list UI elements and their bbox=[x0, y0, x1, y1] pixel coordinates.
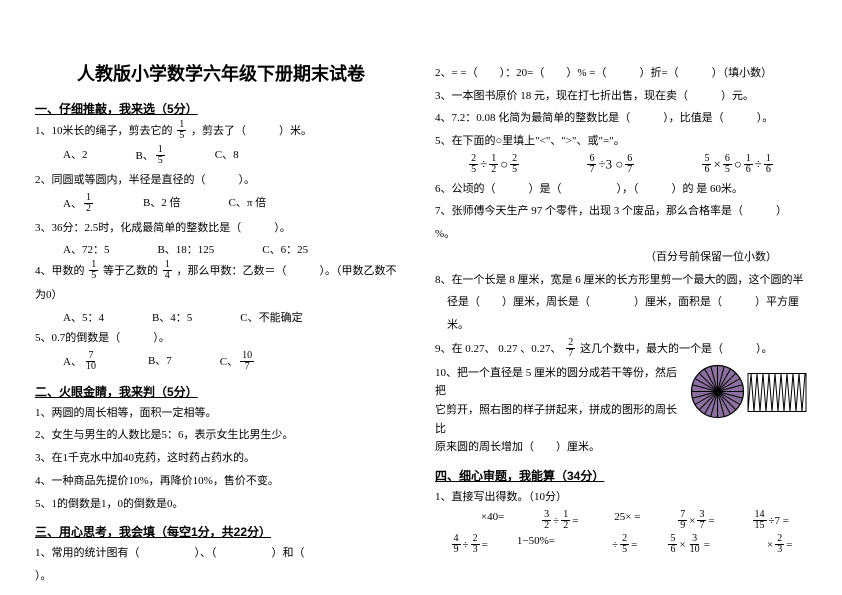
q3-opts: A、72：5 B、18：125 C、6：25 bbox=[35, 241, 407, 257]
calc-row-1: ×40= 32÷12= 25× = 79×37= 1415÷7 = bbox=[435, 511, 807, 532]
r8: 8、在一个长是 8 厘米，宽是 6 厘米的长方形里剪一个最大的圆，这个圆的半 bbox=[435, 271, 807, 290]
r7b: %。 bbox=[435, 225, 807, 244]
c2e: ×23= bbox=[739, 535, 792, 556]
frac-1-5b: 15 bbox=[89, 260, 98, 281]
q5-b: B、7 bbox=[148, 352, 172, 373]
q3: 3、36分：2.5时，化成最简单的整数比是（ ）。 bbox=[35, 219, 407, 238]
j5: 5、1的倒数是1，0的倒数是0。 bbox=[35, 495, 407, 514]
frac-1-5: 15 bbox=[177, 120, 186, 141]
expr-3: 56×65○16÷16 bbox=[700, 155, 774, 176]
circle-fan-icon bbox=[690, 364, 745, 419]
q4-a: 4、甲数的 bbox=[35, 265, 85, 277]
zigzag-shape bbox=[747, 370, 807, 415]
calc-row-2: 49÷23= 1−50%= ÷25= 56×310= ×23= bbox=[435, 535, 807, 556]
right-column: 2、= =（ ）：20=（ ）% =（ ）折=（ ）（填小数） 3、一本图书原价… bbox=[435, 60, 807, 575]
r4: 4、7.2：0.08 化简为最简单的整数比是（ ），比值是（ ）。 bbox=[435, 109, 807, 128]
section-4-head: 四、细心审题，我能算（34分） bbox=[435, 467, 807, 484]
exam-title: 人教版小学数学六年级下册期末试卷 bbox=[35, 60, 407, 86]
q1-a: A、2 bbox=[63, 146, 87, 167]
r8b: 径是（ ）厘米，周长是（ ）厘米，面积是（ ）平方厘 bbox=[435, 293, 807, 312]
frac-1-4: 14 bbox=[163, 260, 172, 281]
q1: 1、10米长的绳子，剪去它的 15 ，剪去了（ ）米。 bbox=[35, 121, 407, 142]
j2: 2、女生与男生的人数比是5：6，表示女生比男生少。 bbox=[35, 426, 407, 445]
q5-a: A、710 bbox=[63, 352, 100, 373]
r5: 5、在下面的○里填上"<"、">"、或"="。 bbox=[435, 132, 807, 151]
q4-c-opt: C、不能确定 bbox=[240, 309, 302, 325]
q4d: 为0） bbox=[35, 286, 407, 305]
q2-opts: A、12 B、2 倍 C、π 倍 bbox=[35, 194, 407, 215]
c2c: ÷25= bbox=[584, 535, 637, 556]
r3: 3、一本图书原价 18 元，现在打七折出售，现在卖（ ）元。 bbox=[435, 87, 807, 106]
f1: 1、常用的统计图有（ ）、（ ）和（ bbox=[35, 544, 407, 563]
r10c: 原来圆的周长增加（ ）厘米。 bbox=[435, 438, 807, 457]
r8c: 米。 bbox=[435, 316, 807, 335]
page-columns: 人教版小学数学六年级下册期末试卷 一、仔细推敲，我来选（5分） 1、10米长的绳… bbox=[35, 60, 807, 575]
j1: 1、两圆的周长相等，面积一定相等。 bbox=[35, 404, 407, 423]
expr-1: 25÷12○25 bbox=[467, 155, 521, 176]
c1a: ×40= bbox=[453, 511, 504, 532]
section-2-head: 二、火眼金睛，我来判（5分） bbox=[35, 383, 407, 400]
left-column: 人教版小学数学六年级下册期末试卷 一、仔细推敲，我来选（5分） 1、10米长的绳… bbox=[35, 60, 407, 575]
q1-b: B、15 bbox=[135, 146, 166, 167]
q1-text: 1、10米长的绳子，剪去它的 bbox=[35, 125, 173, 137]
r9b: 、0.27、 bbox=[520, 343, 561, 355]
q5-c: C、107 bbox=[220, 352, 256, 373]
q3-a: A、72：5 bbox=[63, 241, 109, 257]
c2a: 49÷23= bbox=[450, 535, 488, 556]
j4: 4、一种商品先提价10%，再降价10%，售价不变。 bbox=[35, 472, 407, 491]
section-1-head: 一、仔细推敲，我来选（5分） bbox=[35, 100, 407, 117]
c2d: 56×310= bbox=[666, 535, 709, 556]
r6: 6、公顷的（ ）是（ ），（ ）的 是 60米。 bbox=[435, 180, 807, 199]
q4: 4、甲数的 15 等于乙数的 14 ，那么甲数：乙数＝（ ）。（甲数乙数不 bbox=[35, 261, 407, 282]
r10-wrap: 10、把一个直径是 5 厘米的圆分成若干等份，然后把 它剪开，照右图的样子拼起来… bbox=[435, 364, 807, 457]
r9: 9、在 0.27、 0.27 、0.27、 27 这几个数中，最大的一个是（ ）… bbox=[435, 339, 807, 360]
q2: 2、同圆或等圆内，半径是直径的（ ）。 bbox=[35, 171, 407, 190]
q3-b: B、18：125 bbox=[157, 241, 214, 257]
r5-math: 25÷12○25 67÷3 ○67 56×65○16÷16 bbox=[435, 155, 807, 176]
q1-text-b: ，剪去了（ ）米。 bbox=[191, 125, 312, 137]
c1c: 25× = bbox=[614, 511, 640, 532]
c1d: 79×37= bbox=[676, 511, 714, 532]
c1: 1、直接写出得数。（10分） bbox=[435, 488, 807, 507]
c1b: 32÷12= bbox=[540, 511, 578, 532]
q2-a: A、12 bbox=[63, 194, 95, 215]
c2b: 1−50%= bbox=[517, 535, 555, 556]
q4-b-opt: B、4：5 bbox=[152, 309, 192, 325]
q4-a-opt: A、5：4 bbox=[63, 309, 104, 325]
q1-c: C、8 bbox=[215, 146, 239, 167]
q2-b: B、2 倍 bbox=[143, 194, 181, 215]
q4-b: 等于乙数的 bbox=[103, 265, 158, 277]
r9c: 这几个数中，最大的一个是（ ）。 bbox=[580, 343, 773, 355]
q3-c: C、6：25 bbox=[262, 241, 308, 257]
q2-c: C、π 倍 bbox=[229, 194, 267, 215]
section-3-head: 三、用心思考，我会填（每空1分，共22分） bbox=[35, 523, 407, 540]
f1b: ）。 bbox=[35, 567, 407, 586]
frac-2-7: 27 bbox=[566, 338, 575, 359]
r7c: （百分号前保留一位小数） bbox=[435, 248, 807, 267]
j3: 3、在1千克水中加40克药，这时药占药水的。 bbox=[35, 449, 407, 468]
q4-opts: A、5：4 B、4：5 C、不能确定 bbox=[35, 309, 407, 325]
q1-opts: A、2 B、15 C、8 bbox=[35, 146, 407, 167]
r2: 2、= =（ ）：20=（ ）% =（ ）折=（ ）（填小数） bbox=[435, 64, 807, 83]
q5-opts: A、710 B、7 C、107 bbox=[35, 352, 407, 373]
expr-2: 67÷3 ○67 bbox=[585, 155, 636, 176]
q4-c: ，那么甲数：乙数＝（ ）。（甲数乙数不 bbox=[177, 265, 397, 277]
c1e: 1415÷7 = bbox=[751, 511, 790, 532]
q5: 5、0.7的倒数是（ ）。 bbox=[35, 329, 407, 348]
r7: 7、张师傅今天生产 97 个零件，出现 3 个废品，那么合格率是（ ） bbox=[435, 202, 807, 221]
r9a: 9、在 0.27、 bbox=[435, 343, 496, 355]
